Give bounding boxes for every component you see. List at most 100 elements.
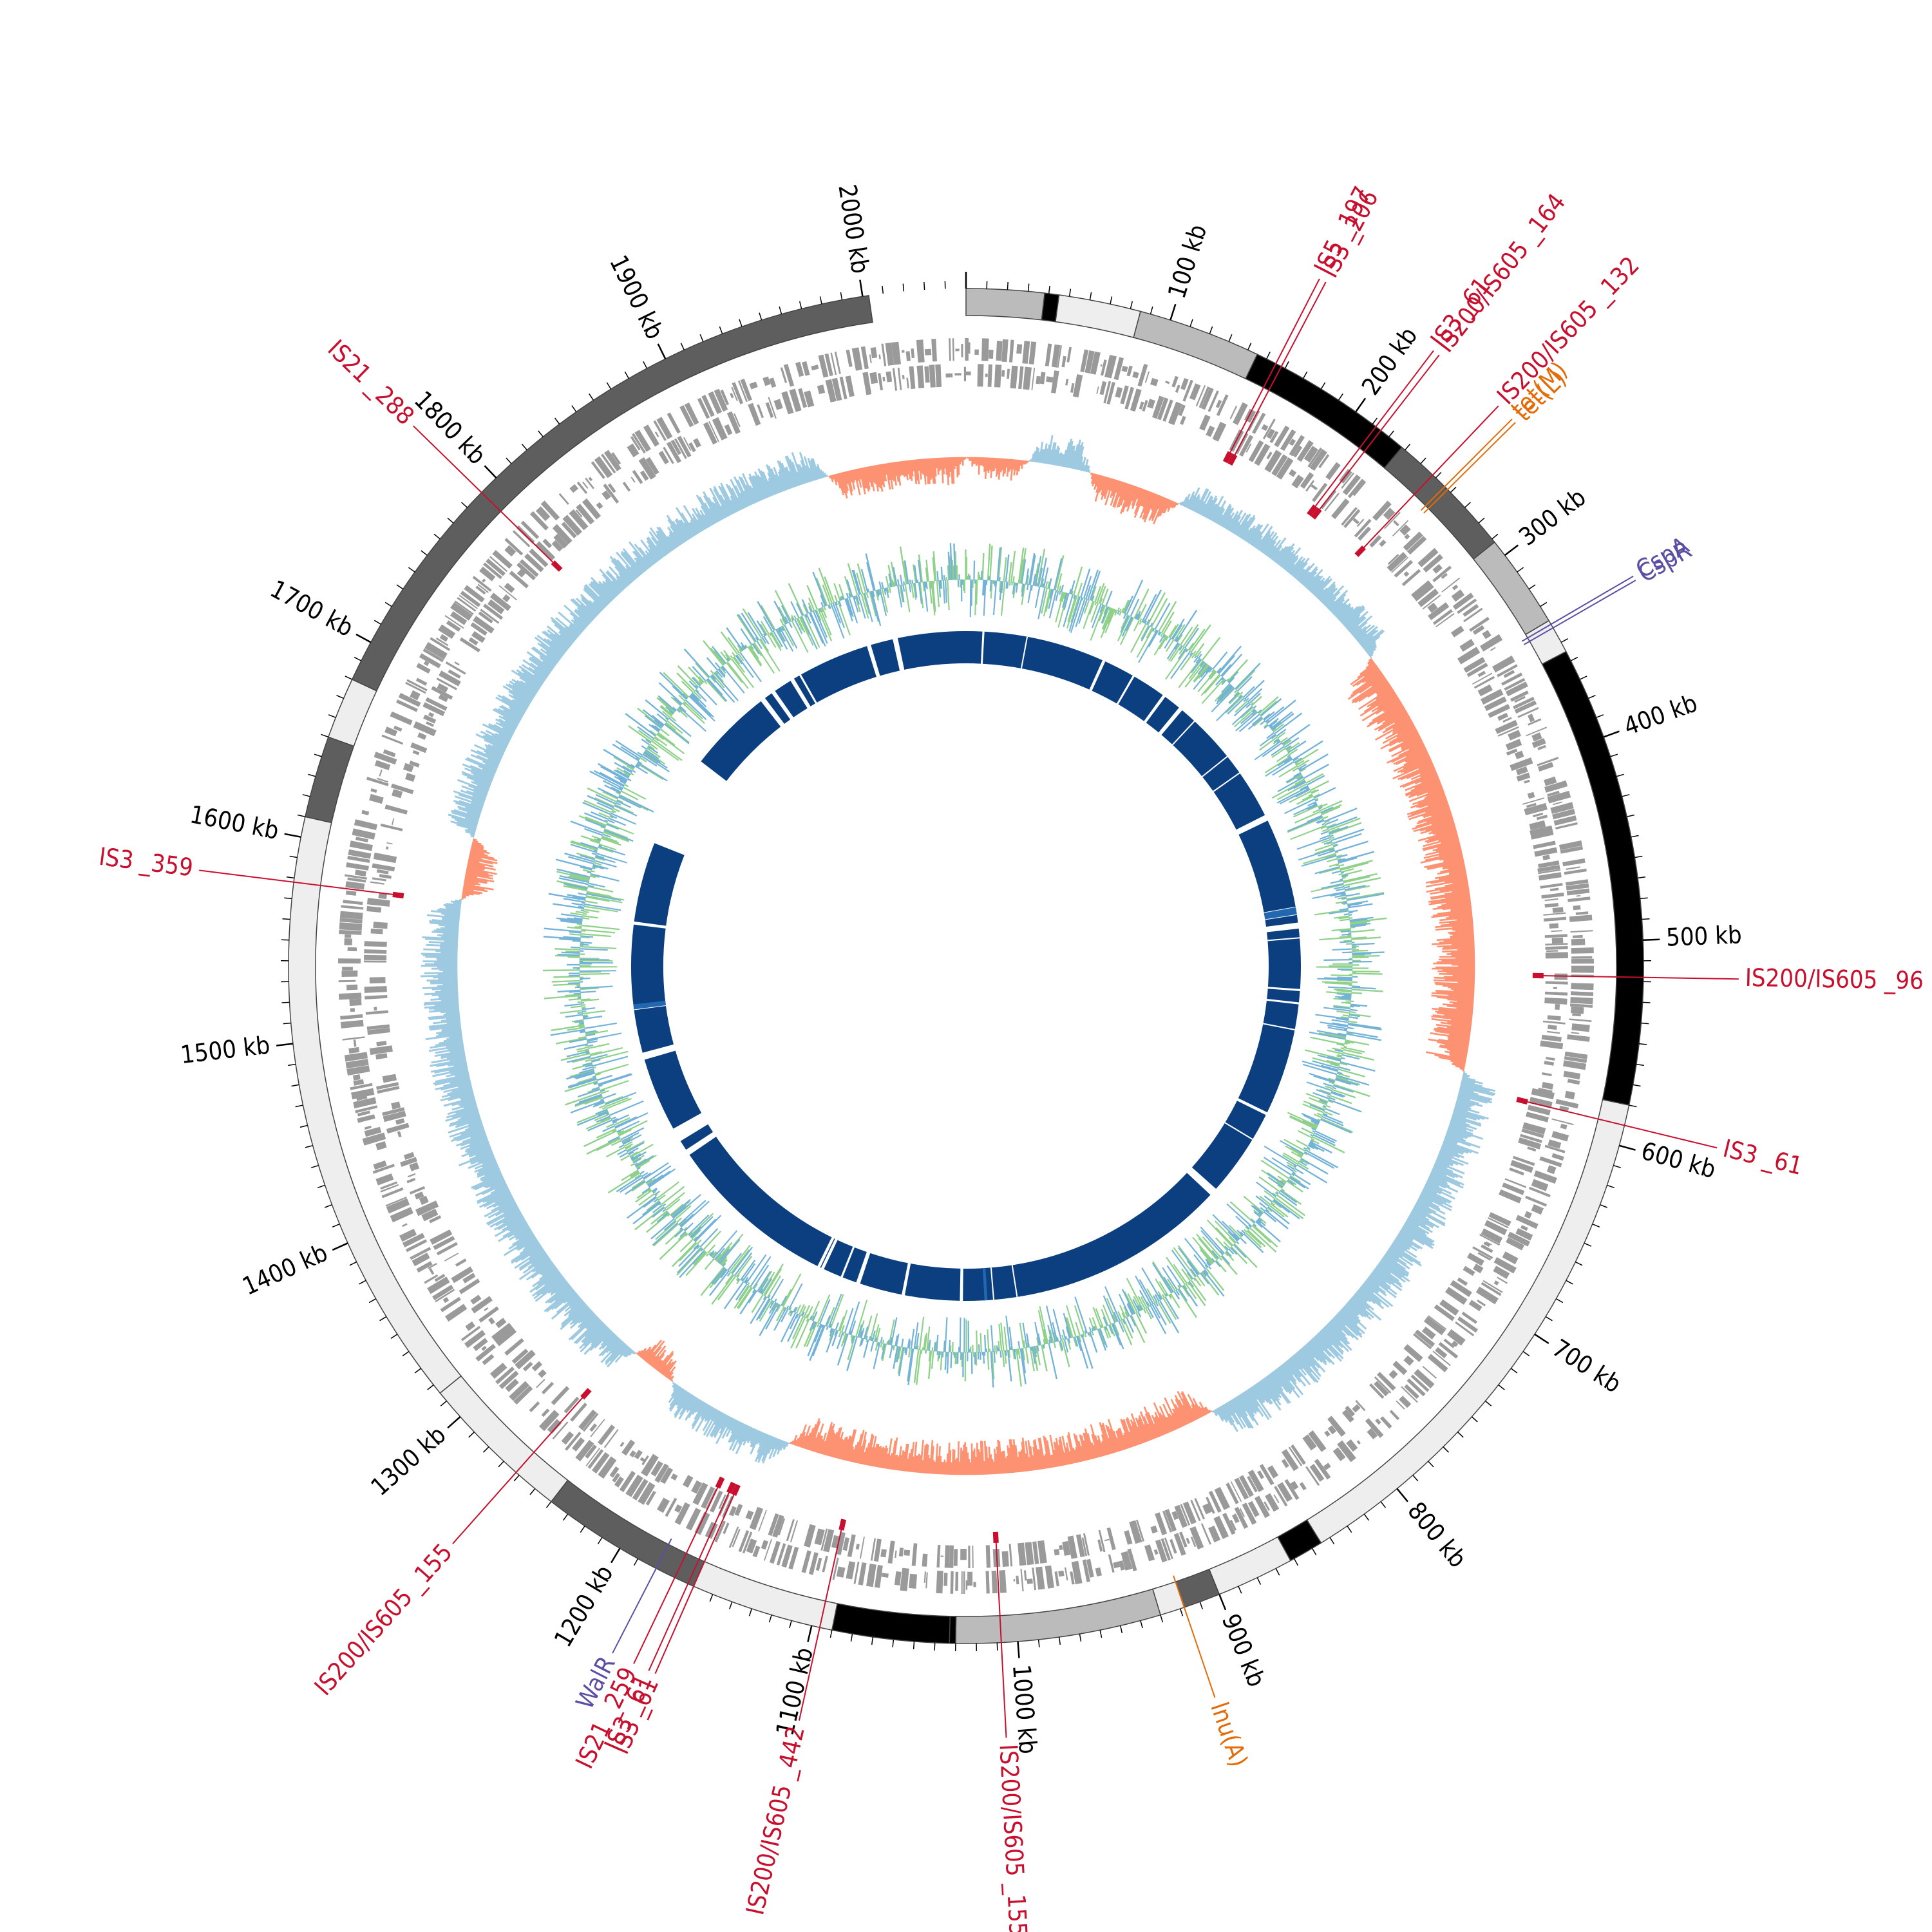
minor-tick — [597, 1537, 603, 1544]
minor-tick — [699, 334, 704, 342]
minor-tick — [606, 382, 612, 390]
homology-block — [1238, 820, 1298, 927]
minor-tick — [1642, 918, 1650, 920]
minor-tick — [1575, 1261, 1583, 1266]
homology-block — [824, 1240, 853, 1277]
homology-break — [1020, 636, 1028, 669]
minor-tick — [1638, 876, 1646, 879]
annotation-label: IS200/IS605 _442 — [741, 1723, 810, 1917]
minor-tick — [1189, 319, 1193, 327]
minor-tick — [298, 814, 306, 817]
minor-tick — [1119, 1625, 1123, 1634]
minor-tick — [1388, 430, 1394, 437]
minor-tick — [1293, 1558, 1299, 1566]
minor-tick — [1435, 471, 1442, 478]
minor-tick — [589, 393, 594, 401]
homology-block — [1267, 928, 1302, 989]
contig-segment — [965, 288, 1046, 321]
scale-tick-label: 1500 kb — [179, 1030, 271, 1069]
scale-tick-label: 100 kb — [1162, 221, 1213, 301]
major-tick — [1534, 1333, 1549, 1345]
minor-tick — [1471, 1416, 1478, 1423]
is-element-mark — [731, 1484, 741, 1496]
minor-tick — [529, 1488, 536, 1495]
minor-tick — [1457, 1432, 1464, 1438]
scale-tick-label: 1900 kb — [604, 251, 669, 343]
major-tick — [284, 833, 301, 838]
major-tick — [859, 279, 864, 297]
minor-tick — [521, 444, 527, 451]
minor-tick — [799, 301, 802, 309]
homology-block — [963, 1173, 1211, 1302]
minor-tick — [408, 567, 415, 573]
minor-tick — [1247, 343, 1252, 350]
contig-segment — [1133, 310, 1258, 380]
minor-tick — [719, 326, 723, 334]
minor-tick — [1634, 855, 1643, 858]
scale-tick-label: 1700 kb — [265, 574, 357, 642]
gc-skew-track — [420, 435, 1496, 1475]
gc-content-high — [543, 543, 1385, 1388]
minor-tick — [1545, 1316, 1553, 1321]
minor-tick — [414, 1368, 422, 1374]
minor-tick — [1420, 457, 1426, 464]
minor-tick — [1596, 714, 1604, 718]
major-tick — [657, 343, 667, 359]
minor-tick — [1517, 567, 1524, 573]
minor-tick — [427, 1384, 434, 1390]
minor-tick — [1209, 326, 1213, 334]
homology-block — [680, 1124, 714, 1150]
major-tick — [1619, 1144, 1636, 1151]
minor-tick — [328, 714, 336, 718]
minor-tick — [1347, 1526, 1352, 1533]
annotation-leader — [654, 1490, 737, 1674]
annotation-leader — [648, 1488, 732, 1671]
major-tick — [276, 1043, 294, 1046]
minor-tick — [1266, 352, 1271, 359]
minor-tick — [440, 1400, 447, 1406]
minor-tick — [1639, 1043, 1647, 1045]
minor-tick — [305, 1145, 313, 1148]
minor-tick — [996, 1642, 998, 1651]
cds-track — [338, 338, 1594, 1594]
annotation-leader — [633, 1483, 721, 1664]
major-tick — [484, 465, 497, 478]
minor-tick — [789, 1620, 792, 1629]
minor-tick — [1610, 753, 1618, 757]
minor-tick — [1584, 1242, 1592, 1247]
scale-tick-label: 500 kb — [1665, 920, 1742, 951]
contig-segment — [351, 295, 873, 692]
annotation-leader — [1360, 405, 1499, 551]
major-tick — [332, 1242, 348, 1251]
minor-tick — [354, 656, 362, 661]
homology-block — [1191, 1101, 1266, 1189]
minor-tick — [850, 1633, 853, 1642]
annotation-leader — [1522, 1100, 1718, 1149]
homology-block — [966, 630, 983, 664]
minor-tick — [349, 1261, 357, 1266]
contig-segment — [955, 1588, 1161, 1644]
minor-tick — [281, 1001, 290, 1003]
is-element-mark — [1227, 453, 1238, 466]
minor-tick — [1478, 517, 1485, 524]
minor-tick — [288, 1063, 296, 1066]
minor-tick — [1007, 281, 1009, 290]
homology-break — [1267, 937, 1300, 942]
annotation-leader — [1316, 354, 1440, 513]
minor-tick — [1140, 1620, 1143, 1629]
annotation-leader — [612, 1538, 672, 1654]
annotation-label: IS200/IS605 _155 — [994, 1743, 1033, 1932]
minor-tick — [295, 1104, 303, 1108]
annotation-leader — [1312, 350, 1434, 511]
scale-tick-label: 600 kb — [1638, 1137, 1719, 1184]
minor-tick — [1579, 676, 1587, 680]
scale-tick-label: 700 kb — [1548, 1334, 1627, 1399]
minor-tick — [317, 1184, 325, 1189]
minor-tick — [902, 283, 905, 292]
minor-tick — [779, 306, 782, 315]
homology-block — [898, 631, 966, 670]
homology-break — [1171, 721, 1195, 746]
annotation-leader — [1521, 575, 1634, 642]
